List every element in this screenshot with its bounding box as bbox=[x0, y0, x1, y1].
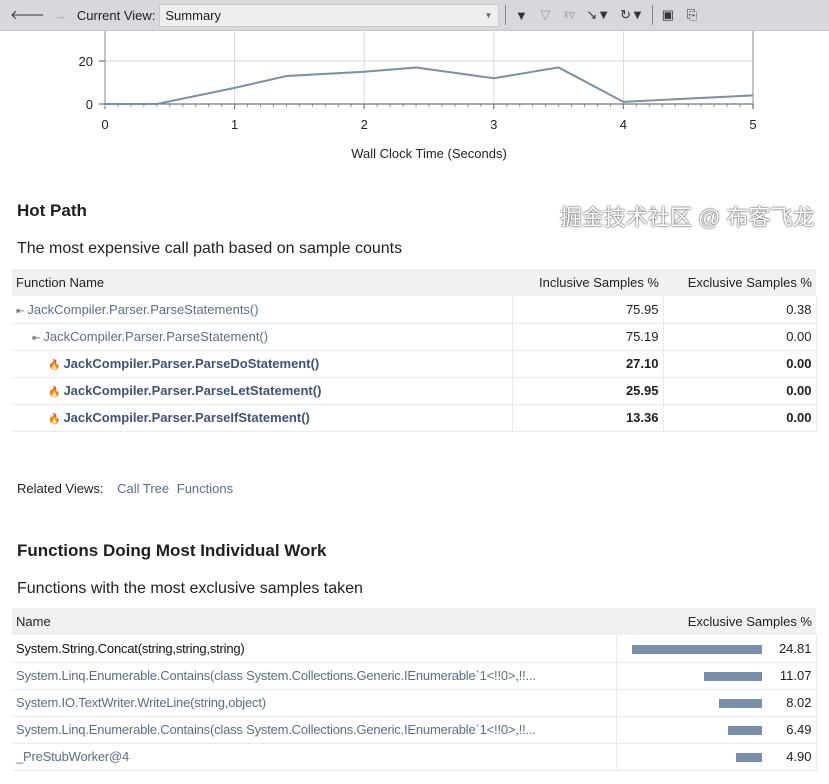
table-row[interactable]: ⇤ JackCompiler.Parser.ParseStatement() 75… bbox=[12, 323, 817, 351]
exclusive-cell: 6.49 bbox=[616, 716, 817, 744]
function-name-cell[interactable]: 🔥 JackCompiler.Parser.ParseIfStatement() bbox=[12, 404, 513, 432]
filter-icon[interactable]: ▼ bbox=[514, 7, 528, 23]
call-tree-link[interactable]: Call Tree bbox=[117, 481, 170, 496]
hot-path-title: Hot Path bbox=[17, 201, 87, 220]
exclusive-value: 24.81 bbox=[778, 640, 812, 656]
inclusive-cell: 75.19 bbox=[512, 323, 664, 351]
table-row[interactable]: 🔥 JackCompiler.Parser.ParseDoStatement() … bbox=[12, 350, 817, 378]
function-name-cell[interactable]: ⇤ JackCompiler.Parser.ParseStatements() bbox=[12, 296, 513, 324]
cpu-series-line bbox=[105, 66, 754, 105]
x-tick-label: 2 bbox=[361, 117, 368, 132]
x-tick-label: 5 bbox=[749, 117, 756, 132]
filter-x-icon[interactable]: ᵡ▿ bbox=[563, 7, 575, 22]
function-name-cell[interactable]: System.IO.TextWriter.WriteLine(string,ob… bbox=[12, 689, 617, 717]
x-tick-label: 0 bbox=[101, 117, 108, 132]
hot-flame-icon: 🔥 bbox=[48, 414, 61, 425]
cpu-usage-chart: 0 1 2 3 4 5 0 20 Wall Clock Time (Seconds) bbox=[79, 31, 757, 161]
export-icon[interactable]: ⎘ bbox=[686, 7, 698, 22]
hot-path-subtitle: The most expensive call path based on sa… bbox=[17, 240, 403, 257]
table-row[interactable]: 🔥 JackCompiler.Parser.ParseLetStatement()… bbox=[12, 377, 817, 405]
column-header-exclusive[interactable]: Exclusive Samples % bbox=[616, 608, 816, 635]
x-tick-label: 1 bbox=[231, 117, 238, 132]
exclusive-cell: 8.02 bbox=[616, 689, 817, 717]
x-tick-label: 4 bbox=[620, 117, 627, 132]
inclusive-cell: 25.95 bbox=[512, 377, 664, 405]
filter-add-icon[interactable]: ↘▼ bbox=[586, 7, 611, 22]
filter-refresh-icon[interactable]: ↻▼ bbox=[620, 7, 644, 22]
table-row[interactable]: _PreStubWorker@4 4.90 bbox=[12, 743, 817, 771]
forward-arrow-icon[interactable]: → bbox=[53, 7, 67, 23]
exclusive-value: 8.02 bbox=[786, 695, 812, 710]
clear-filter-icon[interactable]: ▽ bbox=[540, 7, 551, 22]
separator bbox=[505, 5, 507, 25]
current-view-value: Summary bbox=[165, 7, 222, 23]
exclusive-bar bbox=[631, 644, 762, 654]
exclusive-bar bbox=[735, 753, 762, 763]
table-row[interactable]: System.Linq.Enumerable.Contains(class Sy… bbox=[12, 662, 817, 690]
function-link[interactable]: JackCompiler.Parser.ParseStatement() bbox=[43, 329, 269, 344]
exclusive-cell: 0.38 bbox=[663, 296, 817, 324]
x-axis-label: Wall Clock Time (Seconds) bbox=[351, 146, 507, 161]
exclusive-bar bbox=[727, 726, 762, 736]
exclusive-bar bbox=[703, 672, 762, 682]
y-tick-label: 20 bbox=[79, 54, 93, 69]
function-link[interactable]: JackCompiler.Parser.ParseDoStatement() bbox=[63, 356, 320, 371]
exclusive-cell: 0.00 bbox=[663, 323, 817, 351]
separator bbox=[651, 5, 653, 25]
function-name-cell[interactable]: 🔥 JackCompiler.Parser.ParseLetStatement() bbox=[12, 377, 513, 405]
related-views: Related Views: Call Tree Functions bbox=[17, 481, 233, 496]
related-views-label: Related Views: bbox=[17, 481, 104, 496]
function-link[interactable]: JackCompiler.Parser.ParseIfStatement() bbox=[63, 410, 310, 425]
column-header-inclusive[interactable]: Inclusive Samples % bbox=[512, 269, 663, 296]
exclusive-cell: 0.00 bbox=[663, 404, 817, 432]
exclusive-value: 11.07 bbox=[779, 668, 812, 683]
exclusive-value: 4.90 bbox=[786, 749, 812, 764]
function-name-cell[interactable]: 🔥 JackCompiler.Parser.ParseDoStatement() bbox=[12, 350, 513, 378]
functions-subtitle: Functions with the most exclusive sample… bbox=[17, 580, 363, 597]
call-path-icon: ⇤ bbox=[16, 305, 25, 317]
hot-flame-icon: 🔥 bbox=[48, 360, 61, 371]
function-link[interactable]: JackCompiler.Parser.ParseStatements() bbox=[27, 301, 259, 317]
column-header-exclusive[interactable]: Exclusive Samples % bbox=[663, 269, 816, 296]
function-name-cell[interactable]: _PreStubWorker@4 bbox=[12, 743, 617, 771]
x-tick-label: 3 bbox=[490, 117, 497, 132]
table-row[interactable]: System.Linq.Enumerable.Contains(class Sy… bbox=[12, 716, 817, 744]
exclusive-cell: 24.81 bbox=[616, 635, 817, 663]
toolbar: 🡐 → Current View: Summary ▼ ▼ ▽ ᵡ▿ ↘▼ ↻▼ … bbox=[0, 0, 829, 31]
function-link[interactable]: JackCompiler.Parser.ParseLetStatement() bbox=[63, 383, 322, 398]
exclusive-cell: 0.00 bbox=[663, 377, 817, 405]
inclusive-cell: 27.10 bbox=[512, 350, 664, 378]
save-icon[interactable]: ▣ bbox=[661, 7, 675, 22]
column-header-function-name[interactable]: Function Name bbox=[12, 269, 512, 296]
function-name-cell[interactable]: System.Linq.Enumerable.Contains(class Sy… bbox=[12, 716, 617, 744]
y-tick-label: 0 bbox=[86, 97, 93, 112]
functions-title: Functions Doing Most Individual Work bbox=[17, 541, 327, 560]
functions-table: Name Exclusive Samples % System.String.C… bbox=[12, 608, 817, 771]
table-row[interactable]: System.String.Concat(string,string,strin… bbox=[12, 635, 817, 663]
current-view-select[interactable]: Summary ▼ bbox=[159, 3, 500, 27]
exclusive-cell: 11.07 bbox=[616, 662, 817, 690]
back-arrow-icon[interactable]: 🡐 bbox=[10, 7, 45, 22]
exclusive-bar bbox=[719, 699, 762, 709]
exclusive-value: 6.49 bbox=[786, 722, 812, 737]
chevron-down-icon: ▼ bbox=[484, 10, 493, 20]
call-path-icon: ⇤ bbox=[32, 333, 41, 344]
column-header-name[interactable]: Name bbox=[12, 608, 616, 635]
table-row[interactable]: ⇤ JackCompiler.Parser.ParseStatements() 7… bbox=[12, 296, 817, 324]
inclusive-cell: 75.95 bbox=[512, 296, 664, 324]
inclusive-cell: 13.36 bbox=[512, 404, 664, 432]
hot-flame-icon: 🔥 bbox=[48, 387, 61, 398]
exclusive-cell: 4.90 bbox=[616, 743, 817, 771]
function-name-cell[interactable]: System.String.Concat(string,string,strin… bbox=[12, 635, 617, 663]
hot-path-table: Function Name Inclusive Samples % Exclus… bbox=[12, 269, 817, 432]
current-view-label: Current View: bbox=[76, 7, 156, 23]
exclusive-cell: 0.00 bbox=[663, 350, 817, 378]
table-row[interactable]: System.IO.TextWriter.WriteLine(string,ob… bbox=[12, 689, 817, 717]
function-name-cell[interactable]: System.Linq.Enumerable.Contains(class Sy… bbox=[12, 662, 617, 690]
function-name-cell[interactable]: ⇤ JackCompiler.Parser.ParseStatement() bbox=[12, 323, 513, 351]
watermark: 掘金技术社区 @ 布客飞龙 bbox=[560, 205, 815, 230]
functions-link[interactable]: Functions bbox=[176, 481, 234, 496]
table-row[interactable]: 🔥 JackCompiler.Parser.ParseIfStatement() … bbox=[12, 404, 817, 432]
